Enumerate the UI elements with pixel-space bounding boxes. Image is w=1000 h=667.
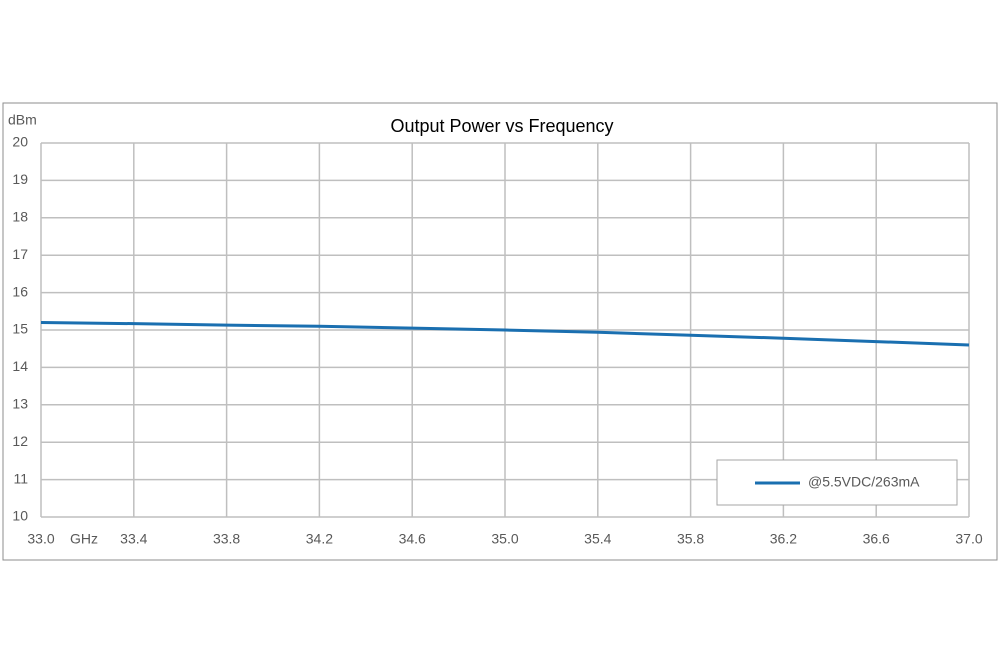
y-tick-label: 15 bbox=[12, 321, 28, 337]
chart-title: Output Power vs Frequency bbox=[390, 116, 613, 136]
y-tick-label: 20 bbox=[12, 134, 28, 150]
y-tick-label: 18 bbox=[12, 209, 28, 225]
x-tick-label: 35.8 bbox=[677, 531, 704, 547]
y-tick-label: 10 bbox=[12, 508, 28, 524]
x-tick-label: 33.0 bbox=[27, 531, 54, 547]
y-tick-label: 12 bbox=[12, 433, 28, 449]
y-tick-label: 19 bbox=[12, 171, 28, 187]
x-tick-label: 34.2 bbox=[306, 531, 333, 547]
x-tick-label: 35.0 bbox=[491, 531, 518, 547]
x-tick-label: 36.6 bbox=[863, 531, 890, 547]
x-tick-label: 33.8 bbox=[213, 531, 240, 547]
y-tick-label: 17 bbox=[12, 246, 28, 262]
y-axis-label: dBm bbox=[8, 112, 37, 128]
legend-box bbox=[716, 459, 958, 506]
x-tick-label: 34.6 bbox=[399, 531, 426, 547]
x-tick-label: 36.2 bbox=[770, 531, 797, 547]
x-tick-label: 35.4 bbox=[584, 531, 611, 547]
y-tick-label: 16 bbox=[12, 283, 28, 299]
x-axis-label: GHz bbox=[70, 531, 98, 547]
x-tick-label: 37.0 bbox=[955, 531, 982, 547]
y-tick-label: 14 bbox=[12, 358, 28, 374]
y-tick-label: 13 bbox=[12, 396, 28, 412]
x-tick-label: 33.4 bbox=[120, 531, 147, 547]
y-tick-label: 11 bbox=[13, 470, 28, 486]
legend-label: @5.5VDC/263mA bbox=[808, 474, 920, 490]
line-series bbox=[40, 321, 970, 347]
